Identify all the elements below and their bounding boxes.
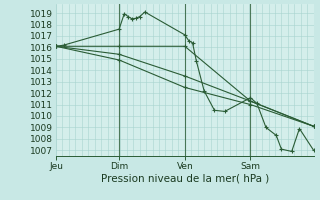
X-axis label: Pression niveau de la mer( hPa ): Pression niveau de la mer( hPa ): [101, 173, 269, 183]
